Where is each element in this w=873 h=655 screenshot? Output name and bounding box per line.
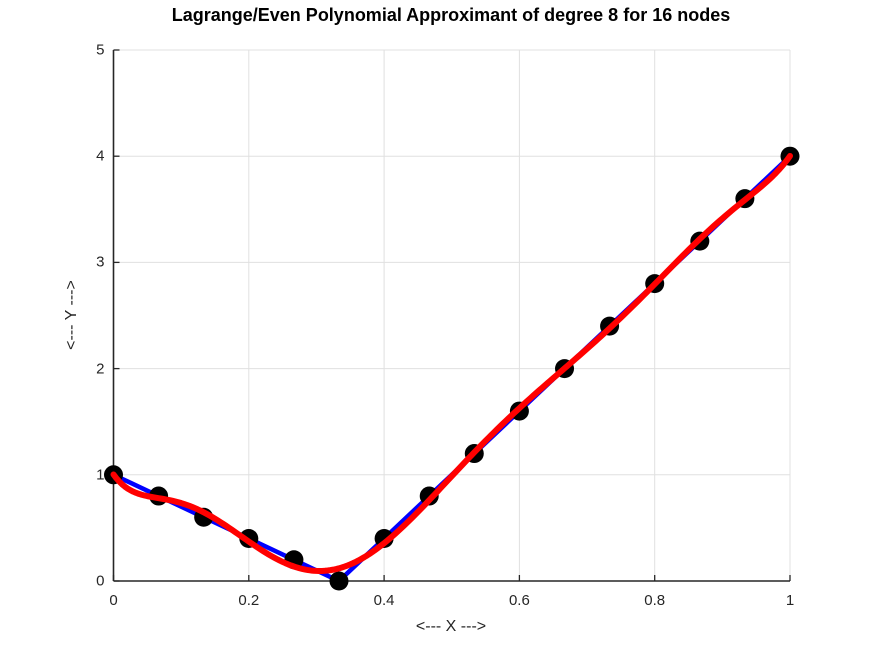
y-tick-label: 3 bbox=[96, 253, 105, 271]
x-tick-label: 0.8 bbox=[644, 592, 666, 609]
x-tick-label: 0 bbox=[109, 592, 118, 609]
y-tick-label: 4 bbox=[96, 147, 105, 165]
x-tick-label: 0.4 bbox=[373, 592, 395, 609]
y-axis-label: <--- Y ---> bbox=[63, 280, 80, 350]
y-tick-label: 1 bbox=[96, 466, 105, 484]
x-tick-label: 0.2 bbox=[238, 592, 260, 609]
x-tick-label: 0.6 bbox=[508, 592, 530, 609]
x-tick-label: 1 bbox=[785, 592, 795, 609]
figure-title: Lagrange/Even Polynomial Approximant of … bbox=[171, 5, 731, 25]
y-tick-label: 0 bbox=[96, 572, 105, 590]
x-axis-label: <--- X ---> bbox=[415, 618, 487, 635]
y-tick-label: 5 bbox=[96, 41, 105, 59]
y-tick-label: 2 bbox=[96, 360, 105, 378]
node-marker bbox=[329, 571, 349, 591]
polynomial-approximant-curve bbox=[110, 152, 793, 574]
